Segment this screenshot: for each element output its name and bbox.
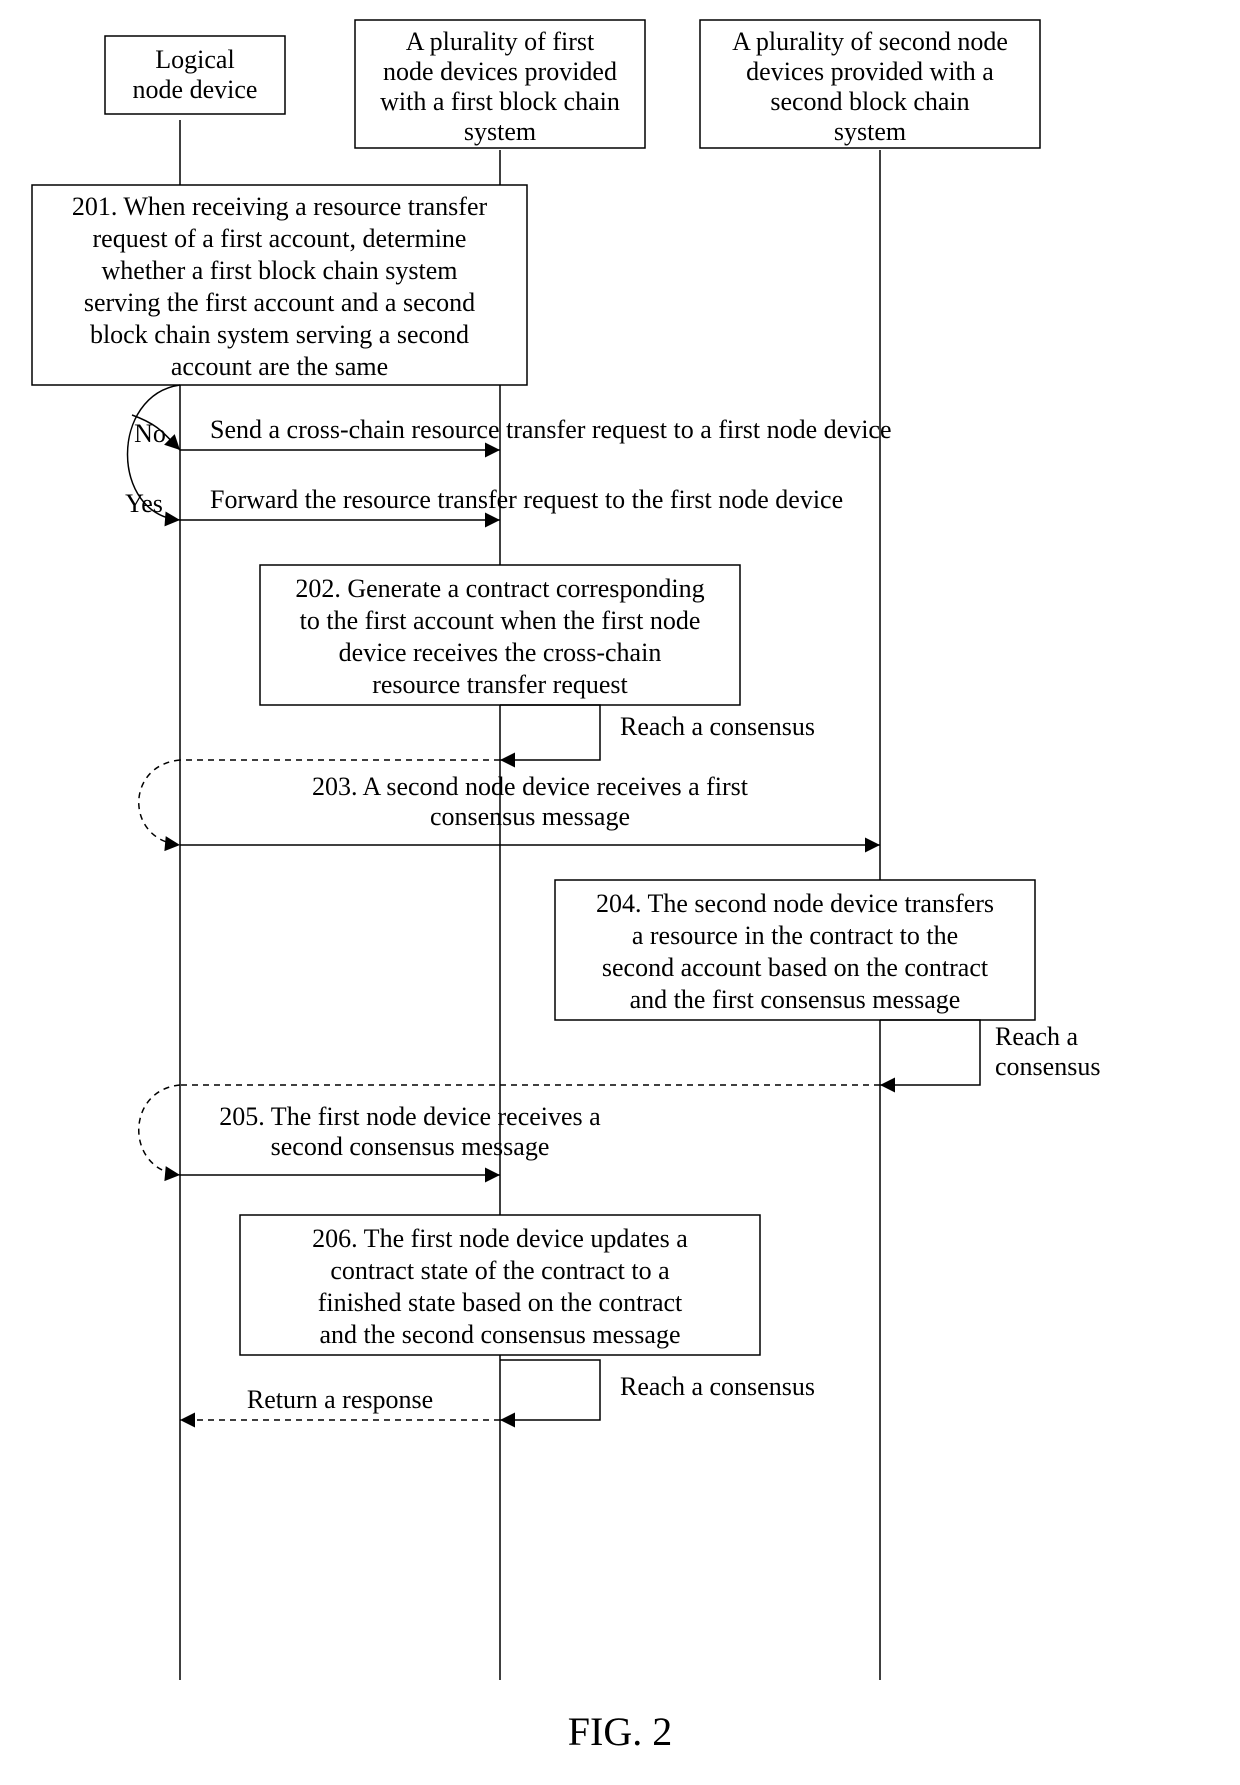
step-202-text: to the first account when the first node [300,606,701,635]
msg-no-text: Send a cross-chain resource transfer req… [210,415,892,444]
decision-no-label: No [134,419,166,448]
msg-yes-text: Forward the resource transfer request to… [210,485,843,514]
consensus-2-return-arc [139,1085,180,1175]
figure-label: FIG. 2 [568,1709,672,1754]
sequence-diagram: Logicalnode device A plurality of firstno… [0,0,1240,1785]
step-201-text: whether a first block chain system [102,256,458,285]
step-202-text: resource transfer request [372,670,628,699]
msg-205-text: second consensus message [271,1132,550,1161]
participant-first-label: A plurality of first [406,27,595,56]
step-204-text: and the first consensus message [630,985,961,1014]
step-202-text: device receives the cross-chain [339,638,662,667]
msg-203-text: 203. A second node device receives a fir… [312,772,749,801]
participant-first-label: node devices provided [383,57,617,86]
participant-second-label: system [834,117,906,146]
step-206-text: finished state based on the contract [318,1288,683,1317]
participant-logical-label: Logical [155,45,234,74]
msg-205-text: 205. The first node device receives a [219,1102,601,1131]
return-response-label: Return a response [247,1385,433,1414]
step-201-text: account are the same [171,352,388,381]
consensus-2-label-1: Reach a [995,1022,1078,1051]
participant-logical-label: node device [133,75,258,104]
consensus-3-label: Reach a consensus [620,1372,815,1401]
consensus-1-label: Reach a consensus [620,712,815,741]
participant-first-label: with a first block chain [380,87,620,116]
participant-second-label: second block chain [770,87,969,116]
step-201-text: serving the first account and a second [84,288,475,317]
step-206-text: and the second consensus message [319,1320,680,1349]
step-201-text: block chain system serving a second [90,320,469,349]
consensus-3-self [500,1360,600,1420]
participant-first-label: system [464,117,536,146]
step-204-text: second account based on the contract [602,953,989,982]
participant-second-label: devices provided with a [746,57,994,86]
participant-second-label: A plurality of second node [732,27,1008,56]
step-204-text: a resource in the contract to the [632,921,958,950]
consensus-1-return-arc [139,760,180,845]
step-206-text: contract state of the contract to a [330,1256,670,1285]
step-201-text: 201. When receiving a resource transfer [72,192,488,221]
decision-yes-label: Yes [125,489,163,518]
msg-203-text: consensus message [430,802,630,831]
consensus-2-self [880,1020,980,1085]
step-201-text: request of a first account, determine [93,224,467,253]
consensus-2-label-2: consensus [995,1052,1100,1081]
step-206-text: 206. The first node device updates a [312,1224,688,1253]
step-204-text: 204. The second node device transfers [596,889,994,918]
consensus-1-self [500,705,600,760]
step-202-text: 202. Generate a contract corresponding [295,574,704,603]
